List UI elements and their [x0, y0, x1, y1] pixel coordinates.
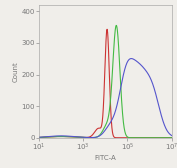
X-axis label: FITC-A: FITC-A: [95, 155, 116, 161]
Y-axis label: Count: Count: [13, 61, 18, 82]
